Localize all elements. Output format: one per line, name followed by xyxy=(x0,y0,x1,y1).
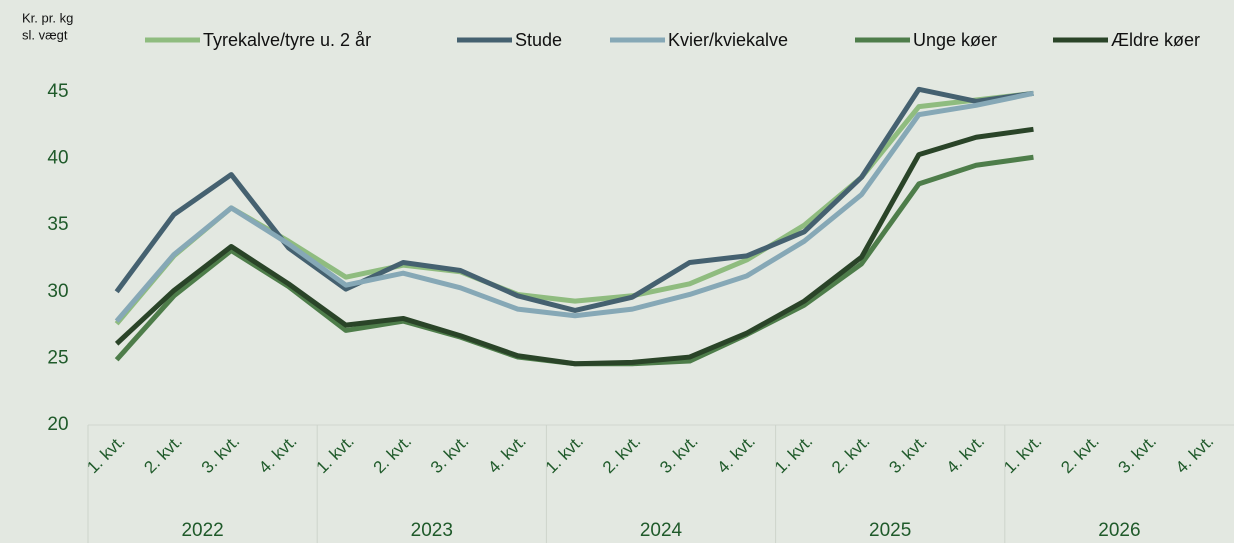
x-tick-label: 2. kvt. xyxy=(140,432,186,478)
y-tick-label: 45 xyxy=(47,81,68,102)
x-tick-label: 2. kvt. xyxy=(1057,432,1103,478)
year-label: 2026 xyxy=(1098,520,1140,541)
x-tick-label: 1. kvt. xyxy=(83,432,129,478)
y-tick-label: 35 xyxy=(47,214,68,235)
x-tick-label: 1. kvt. xyxy=(771,432,817,478)
x-tick-label: 1. kvt. xyxy=(312,432,358,478)
y-tick-label: 40 xyxy=(47,148,68,169)
y-axis-label: Kr. pr. kg xyxy=(22,10,73,25)
x-tick-label: 3. kvt. xyxy=(885,432,931,478)
x-tick-label: 4. kvt. xyxy=(255,432,301,478)
legend-label: Stude xyxy=(515,30,562,50)
x-tick-label: 2. kvt. xyxy=(370,432,416,478)
x-tick-label: 4. kvt. xyxy=(484,432,530,478)
legend-label: Tyrekalve/tyre u. 2 år xyxy=(203,30,371,50)
y-tick-label: 25 xyxy=(47,347,68,368)
year-label: 2022 xyxy=(181,520,223,541)
series-line xyxy=(114,90,1034,323)
year-label: 2023 xyxy=(411,520,453,541)
year-label: 2024 xyxy=(640,520,683,541)
x-tick-label: 3. kvt. xyxy=(427,432,473,478)
x-tick-label: 4. kvt. xyxy=(713,432,759,478)
x-tick-label: 2. kvt. xyxy=(828,432,874,478)
year-label: 2025 xyxy=(869,520,911,541)
x-tick-label: 2. kvt. xyxy=(599,432,645,478)
x-tick-label: 1. kvt. xyxy=(1000,432,1046,478)
legend-label: Unge køer xyxy=(913,30,997,50)
series-line xyxy=(114,86,1034,313)
x-tick-label: 3. kvt. xyxy=(198,432,244,478)
y-tick-label: 20 xyxy=(47,414,68,435)
series-line xyxy=(114,126,1034,367)
x-tick-label: 3. kvt. xyxy=(1115,432,1161,478)
x-tick-label: 1. kvt. xyxy=(542,432,588,478)
y-axis-label: sl. vægt xyxy=(22,27,68,42)
x-tick-label: 3. kvt. xyxy=(656,432,702,478)
legend-label: Kvier/kviekalve xyxy=(668,30,788,50)
x-tick-label: 4. kvt. xyxy=(1172,432,1218,478)
x-tick-label: 4. kvt. xyxy=(943,432,989,478)
legend-label: Ældre køer xyxy=(1111,30,1200,50)
y-tick-label: 30 xyxy=(47,281,68,302)
